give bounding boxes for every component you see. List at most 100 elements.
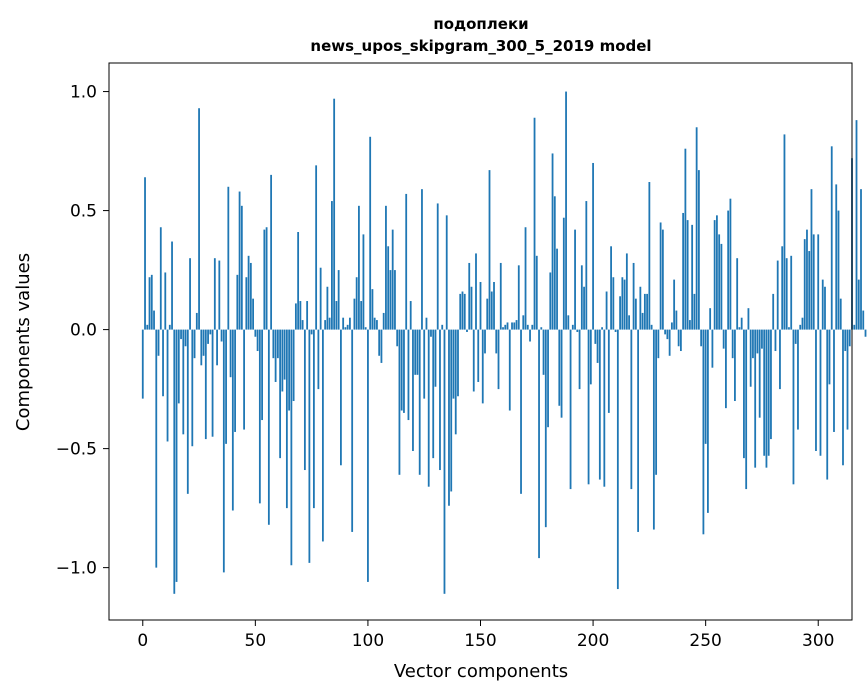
bar — [652, 329, 655, 530]
bar — [848, 329, 851, 347]
bar — [540, 327, 543, 330]
bar — [657, 329, 660, 359]
bar — [146, 324, 149, 330]
bar — [180, 329, 182, 340]
bar — [767, 329, 770, 456]
bar — [704, 329, 707, 444]
bar — [355, 277, 358, 330]
bar — [439, 329, 441, 471]
x-tick-label: 150 — [464, 631, 496, 651]
bar — [387, 246, 390, 330]
bar — [673, 279, 676, 330]
bar — [434, 329, 437, 387]
bar — [497, 329, 500, 390]
bar — [583, 286, 585, 330]
bar — [213, 258, 216, 330]
y-axis-ticks: −1.0 −0.5 0.0 0.5 1.0 — [56, 83, 109, 579]
bar — [499, 262, 502, 330]
bar — [247, 255, 250, 330]
bar — [522, 315, 525, 330]
bar — [360, 301, 363, 330]
bar — [299, 301, 302, 330]
bar — [416, 329, 419, 375]
bar — [614, 329, 617, 332]
bar — [254, 329, 257, 337]
bar — [234, 329, 236, 432]
bar — [283, 329, 286, 380]
bar — [846, 329, 849, 430]
bar — [403, 329, 405, 413]
bar — [490, 291, 493, 330]
bar — [824, 286, 826, 330]
bar — [857, 279, 860, 330]
bar — [574, 229, 576, 330]
bar — [756, 329, 759, 354]
bar — [754, 329, 757, 468]
bar — [358, 205, 360, 330]
y-tick-label: 1.0 — [70, 83, 97, 103]
x-tick-label: 200 — [577, 631, 609, 651]
x-tick-label: 300 — [802, 631, 834, 651]
bar — [639, 286, 642, 330]
bar — [722, 329, 725, 349]
bar — [202, 329, 205, 356]
bar — [634, 298, 637, 330]
bar — [301, 320, 304, 330]
bar — [718, 234, 721, 330]
bar — [380, 329, 383, 363]
bar — [240, 205, 243, 330]
bar — [700, 329, 703, 347]
bar — [452, 329, 455, 399]
bar — [691, 224, 694, 330]
bar — [306, 301, 309, 330]
bar — [144, 177, 146, 330]
bar — [567, 315, 570, 330]
bar — [481, 329, 484, 404]
bar — [409, 301, 412, 330]
bar — [526, 324, 529, 330]
bar — [373, 317, 376, 330]
bar — [810, 189, 813, 330]
bar — [817, 234, 820, 330]
bar — [198, 108, 200, 330]
bar — [391, 229, 394, 330]
bar — [630, 329, 633, 490]
bar — [184, 329, 187, 347]
bar — [628, 315, 631, 330]
bar — [162, 329, 164, 397]
bar — [468, 262, 471, 330]
bar — [763, 329, 766, 456]
bar — [779, 329, 781, 390]
bar — [839, 298, 842, 330]
bar — [524, 227, 527, 330]
bar — [340, 329, 342, 466]
bar — [168, 324, 171, 330]
bar — [238, 191, 241, 330]
bar — [231, 329, 234, 511]
bar — [587, 329, 590, 485]
chart-subtitle: news_upos_skipgram_300_5_2019 model — [310, 37, 651, 55]
bar — [853, 324, 856, 330]
bar — [324, 320, 327, 330]
bar — [175, 329, 178, 582]
bar — [484, 329, 486, 354]
bar — [376, 320, 378, 330]
bar — [734, 329, 736, 402]
bar — [619, 296, 621, 330]
bar — [749, 329, 752, 387]
bar — [382, 312, 385, 330]
bar — [209, 329, 212, 335]
bar — [702, 329, 705, 535]
bar — [312, 329, 315, 509]
bar — [150, 274, 153, 330]
bar — [533, 117, 536, 330]
bar — [729, 198, 732, 330]
bar — [828, 329, 831, 385]
bar — [585, 201, 588, 330]
bar — [245, 277, 248, 330]
bar — [736, 258, 739, 330]
bar — [173, 329, 176, 594]
bar — [488, 170, 491, 330]
bar — [195, 312, 198, 330]
